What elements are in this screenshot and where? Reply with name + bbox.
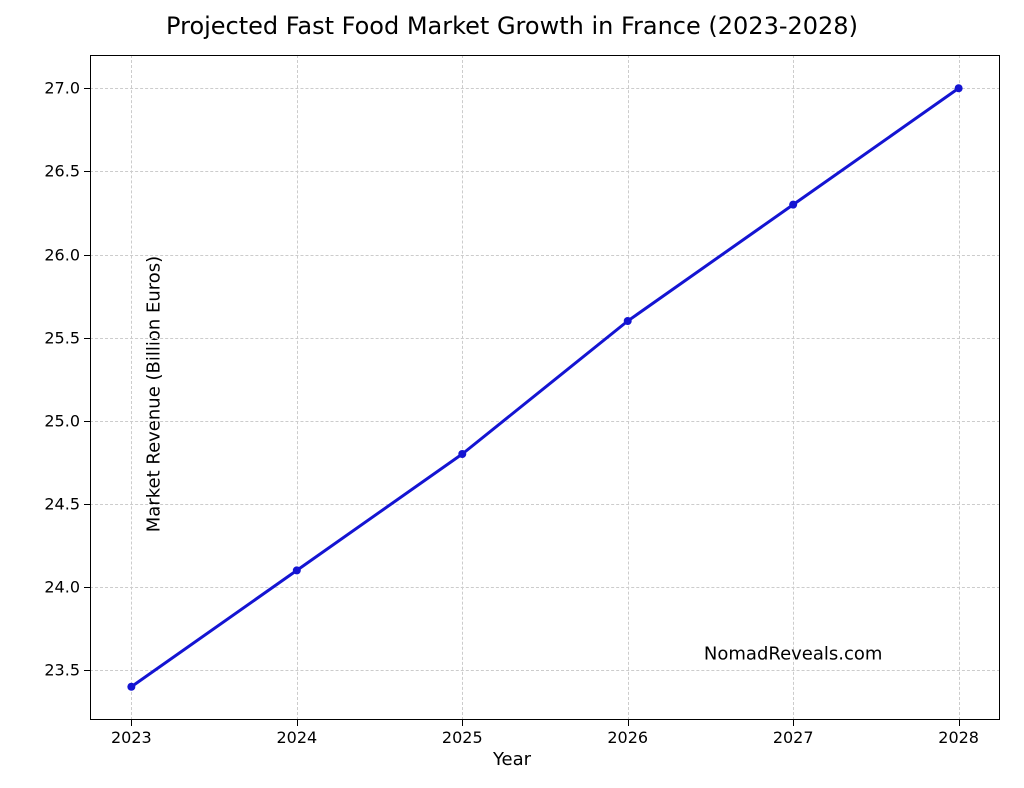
ytick-mark (84, 338, 90, 339)
ytick-mark (84, 88, 90, 89)
xtick-label: 2027 (773, 728, 814, 747)
annotation-watermark: NomadReveals.com (704, 643, 883, 664)
ytick-label: 24.0 (44, 578, 80, 597)
xtick-mark (297, 720, 298, 726)
xtick-label: 2025 (442, 728, 483, 747)
xtick-mark (131, 720, 132, 726)
x-axis-label: Year (0, 749, 1024, 770)
xtick-label: 2024 (276, 728, 317, 747)
ytick-label: 25.5 (44, 328, 80, 347)
chart-title: Projected Fast Food Market Growth in Fra… (0, 12, 1024, 40)
plot-border (90, 55, 1000, 720)
ytick-label: 26.5 (44, 162, 80, 181)
xtick-mark (462, 720, 463, 726)
ytick-mark (84, 171, 90, 172)
xtick-mark (793, 720, 794, 726)
xtick-label: 2028 (938, 728, 979, 747)
ytick-label: 26.0 (44, 245, 80, 264)
xtick-label: 2026 (607, 728, 648, 747)
ytick-mark (84, 421, 90, 422)
ytick-label: 24.5 (44, 494, 80, 513)
ytick-label: 27.0 (44, 79, 80, 98)
ytick-mark (84, 670, 90, 671)
xtick-mark (628, 720, 629, 726)
xtick-label: 2023 (111, 728, 152, 747)
ytick-mark (84, 255, 90, 256)
ytick-label: 23.5 (44, 661, 80, 680)
xtick-mark (959, 720, 960, 726)
chart-container: Projected Fast Food Market Growth in Fra… (0, 0, 1024, 788)
ytick-mark (84, 504, 90, 505)
ytick-mark (84, 587, 90, 588)
plot-area: 20232024202520262027202823.524.024.525.0… (90, 55, 1000, 720)
ytick-label: 25.0 (44, 411, 80, 430)
